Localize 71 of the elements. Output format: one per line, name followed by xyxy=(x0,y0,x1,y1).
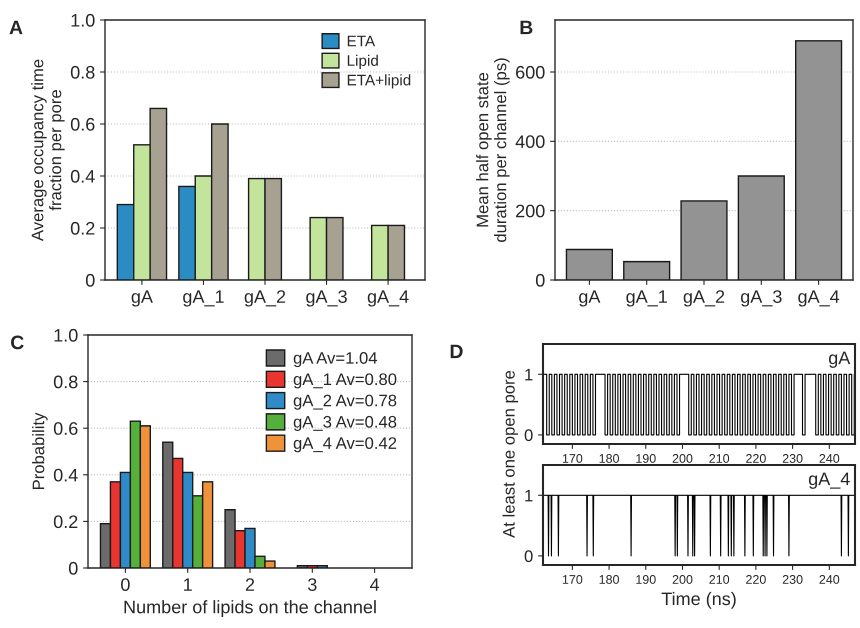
x-tick-label: 220 xyxy=(746,454,766,463)
x-tick-label: gA xyxy=(579,290,600,307)
x-tick-label: 210 xyxy=(709,454,730,463)
y-tick-label: 0 xyxy=(524,429,533,442)
x-tick-label: 180 xyxy=(600,454,620,463)
legend-label: ETA xyxy=(348,36,376,46)
x-tick-label: 2 xyxy=(246,578,254,591)
y-axis-title: Average occupancy time fraction per pore xyxy=(31,60,65,242)
x-tick-label: 170 xyxy=(562,454,582,463)
x-tick-label: 210 xyxy=(709,575,730,584)
x-tick-label: gA_3 xyxy=(740,290,782,307)
x-tick-label: 3 xyxy=(308,578,317,591)
y-tick-label: 400 xyxy=(516,135,545,148)
y-tick-label: 0 xyxy=(86,274,95,287)
x-tick-label: gA xyxy=(132,290,153,307)
chart-title: A xyxy=(9,20,23,34)
y-tick-label: 0.6 xyxy=(54,422,78,435)
y-tick-label: 0 xyxy=(524,550,533,562)
x-tick-label: 230 xyxy=(782,454,803,463)
x-tick-label: gA_2 xyxy=(684,290,724,307)
y-tick-label: 0 xyxy=(536,274,545,287)
x-axis-title: Time (ns) xyxy=(662,592,736,609)
x-tick-label: 190 xyxy=(636,454,656,463)
y-tick-label: 0.8 xyxy=(54,376,78,388)
y-tick-label: 0.2 xyxy=(70,222,94,235)
x-tick-label: gA_3 xyxy=(306,290,347,307)
x-tick-label: 200 xyxy=(672,575,692,584)
x-tick-label: gA_4 xyxy=(368,290,409,307)
annotation: gA xyxy=(828,352,850,368)
annotation: gA_4 xyxy=(808,472,850,489)
y-tick-label: 0.4 xyxy=(54,468,78,482)
y-tick-label: 1.0 xyxy=(72,14,95,27)
x-tick-label: gA_4 xyxy=(798,290,840,307)
legend-label: gA_2 Av=0.78 xyxy=(294,394,396,410)
y-tick-label: 200 xyxy=(516,204,545,218)
chart-title: B xyxy=(520,20,532,34)
x-tick-label: 170 xyxy=(562,575,582,584)
y-tick-label: 0.8 xyxy=(70,66,94,79)
x-tick-label: 180 xyxy=(600,575,620,584)
y-tick-label: 0.4 xyxy=(70,170,95,183)
x-tick-label: 4 xyxy=(370,578,380,591)
chart-title: D xyxy=(450,344,463,358)
legend-label: gA_4 Av=0.42 xyxy=(294,437,396,452)
x-tick-label: gA_1 xyxy=(183,290,224,307)
y-tick-label: 0.2 xyxy=(54,515,78,528)
chart-title: C xyxy=(11,336,24,350)
y-tick-label: 1.0 xyxy=(54,328,78,342)
legend-label: gA_3 Av=0.48 xyxy=(294,416,396,431)
x-tick-label: 1 xyxy=(184,578,192,591)
x-tick-label: 240 xyxy=(820,454,840,463)
x-tick-label: 230 xyxy=(782,575,803,584)
legend-label: Lipid xyxy=(348,54,378,69)
x-tick-label: gA_1 xyxy=(626,290,667,307)
x-tick-label: gA_2 xyxy=(244,290,286,307)
legend-label: gA Av=1.04 xyxy=(294,352,378,368)
x-tick-label: 200 xyxy=(672,454,692,463)
y-axis-title: Probability xyxy=(32,412,48,490)
legend-label: ETA+lipid xyxy=(348,74,410,88)
y-axis-title: At least one open pore xyxy=(502,370,518,538)
x-tick-label: 190 xyxy=(636,575,656,584)
x-tick-label: 220 xyxy=(746,575,766,584)
y-axis-title: Mean half open state duration per channel (ps) xyxy=(476,58,510,242)
y-tick-label: 0 xyxy=(68,562,78,575)
y-tick-label: 0.6 xyxy=(70,118,94,131)
x-tick-label: 240 xyxy=(820,575,840,584)
legend-label: gA_1 Av=0.80 xyxy=(294,373,396,388)
x-tick-label: 0 xyxy=(121,578,130,591)
y-tick-label: 1 xyxy=(525,368,532,380)
x-axis-title: Number of lipids on the channel xyxy=(124,600,376,617)
y-tick-label: 1 xyxy=(525,490,532,502)
y-tick-label: 600 xyxy=(516,66,545,79)
